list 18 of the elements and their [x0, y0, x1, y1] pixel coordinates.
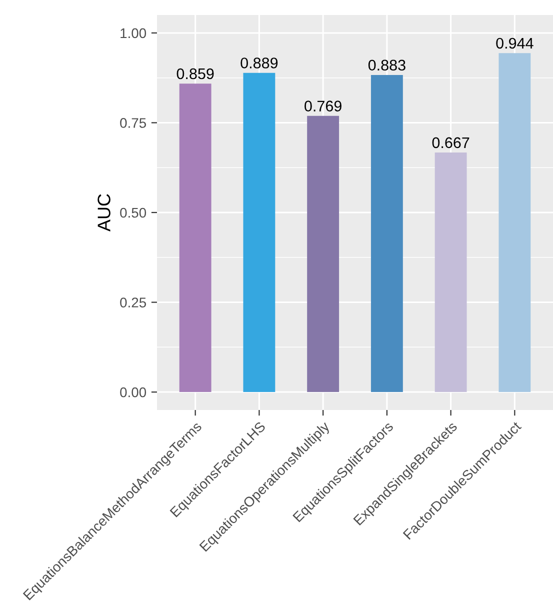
data-label: 0.667: [432, 137, 470, 148]
data-label: 0.944: [496, 38, 534, 49]
y-tick-label: 1.00: [120, 28, 146, 38]
y-tick-label: 0.00: [120, 387, 146, 398]
data-label: 0.883: [368, 60, 406, 71]
data-label: 0.889: [240, 58, 278, 68]
bar: [307, 116, 340, 392]
y-tick-label: 0.50: [120, 208, 146, 218]
data-label: 0.859: [176, 68, 214, 80]
bar: [179, 84, 212, 392]
bar: [370, 74, 403, 392]
y-tick-label: 0.75: [120, 118, 146, 128]
data-label: 0.769: [304, 100, 342, 112]
y-tick-label: 0.25: [120, 298, 146, 308]
bar: [498, 53, 531, 392]
y-axis-title: AUC: [98, 194, 110, 232]
bar: [243, 72, 276, 392]
bar: [434, 152, 467, 392]
